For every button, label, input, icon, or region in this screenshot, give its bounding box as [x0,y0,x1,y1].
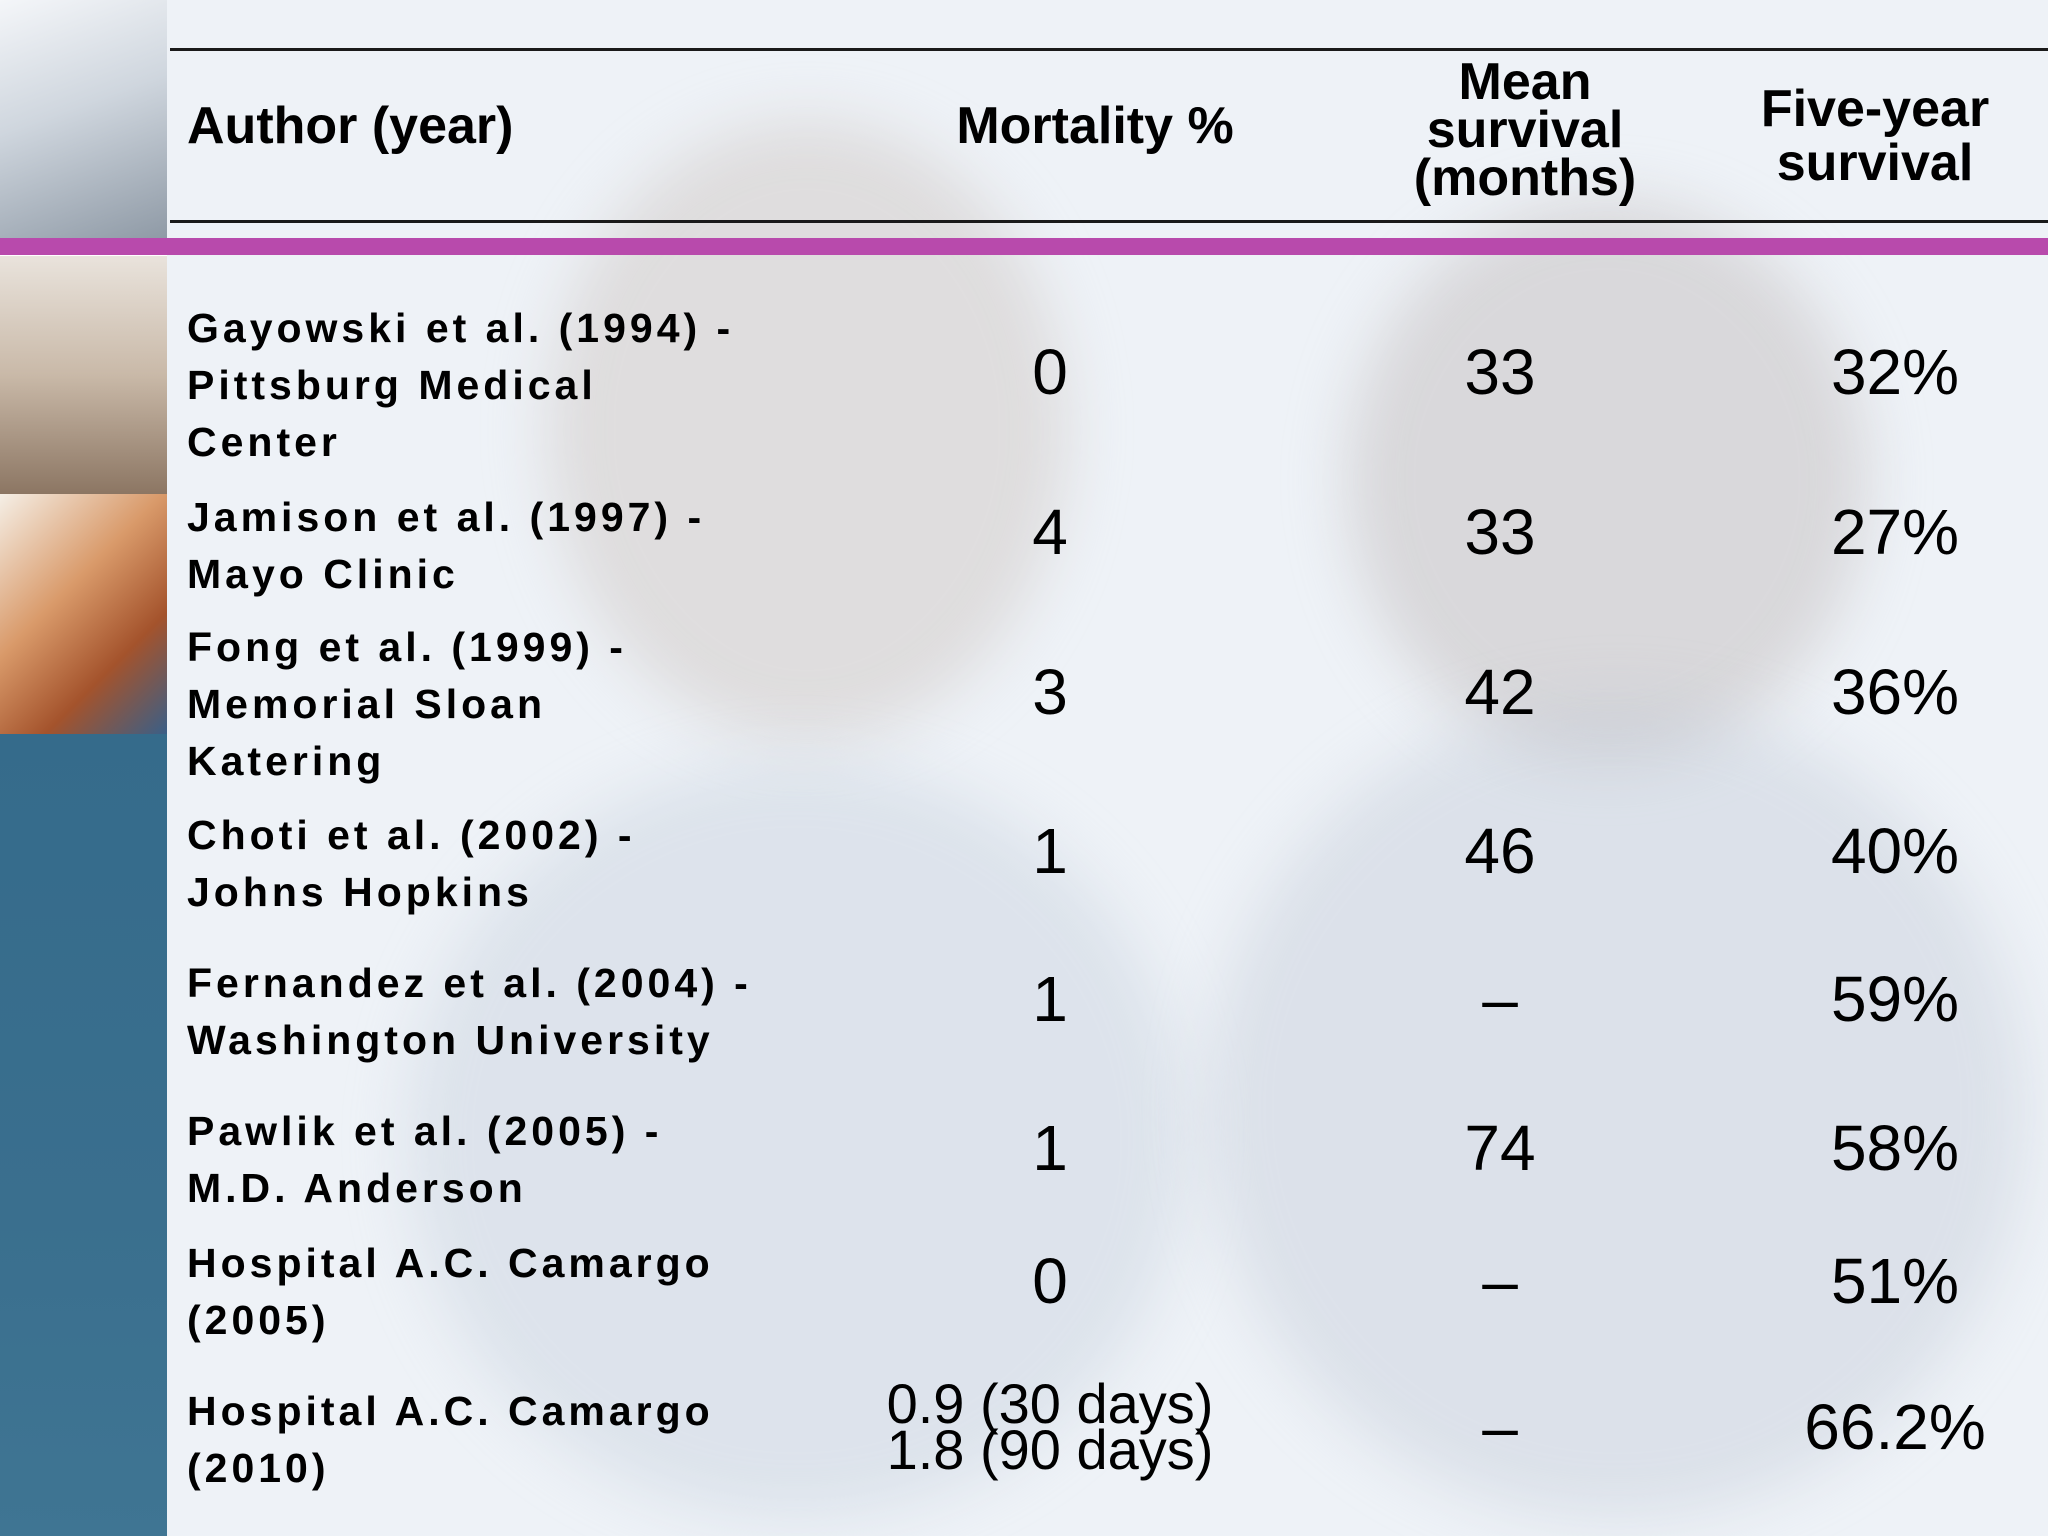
five-year-cell: 58% [1830,1112,1960,1184]
header-bottom-rule [170,220,2048,223]
mean-survival-cell: 46 [1464,815,1536,887]
mean-survival-cell: 33 [1464,336,1536,408]
five-year-cell: 59% [1830,963,1960,1035]
header-mean-survival: Mean survival (months) [1413,53,1637,207]
blood-pressure-photo [0,494,167,734]
table-row-author: Hospital A.C. Camargo (2010) [187,1388,714,1491]
table-row-author: Jamison et al. (1997) - Mayo Clinic [187,494,706,597]
mortality-cell: 4 [1032,496,1068,568]
sidebar-panel [0,734,167,1536]
doctor-photo [0,0,167,238]
five-year-cell: 36% [1830,656,1960,728]
five-year-cell: 32% [1830,336,1960,408]
left-image-strip [0,0,167,1536]
five-year-cell: 66.2% [1804,1391,1986,1463]
mean-survival-cell: 74 [1464,1112,1536,1184]
table-row-author: Hospital A.C. Camargo (2005) [187,1240,714,1343]
table-row-author: Fernandez et al. (2004) - Washington Uni… [187,960,752,1063]
five-year-cell: 51% [1830,1245,1960,1317]
mortality-cell: 1 [1032,815,1068,887]
table-row-author: Fong et al. (1999) - Memorial Sloan Kate… [187,624,627,784]
header-author: Author (year) [187,97,514,155]
accent-bar [0,238,2048,255]
table-row-author: Choti et al. (2002) - Johns Hopkins [187,812,636,915]
mortality-cell: 0 [1032,1245,1068,1317]
header-top-rule [170,48,2048,51]
header-mortality: Mortality % [956,97,1234,155]
five-year-cell: 40% [1830,815,1960,887]
nurse-photo [0,256,167,494]
mortality-cell: 3 [1032,656,1068,728]
header-five-year-survival: Five-year survival [1760,80,1990,192]
mortality-cell: 1 [1032,1112,1068,1184]
mortality-cell: 0.9 (30 days) 1.8 (90 days) [886,1372,1214,1481]
mean-survival-cell: 42 [1464,656,1536,728]
mortality-cell: 1 [1032,963,1068,1035]
five-year-cell: 27% [1830,496,1960,568]
mean-survival-cell: 33 [1464,496,1536,568]
background-photo [167,0,2048,1536]
mean-survival-cell: – [1482,1391,1518,1463]
mortality-cell: 0 [1032,336,1068,408]
table-row-author: Gayowski et al. (1994) - Pittsburg Medic… [187,305,735,465]
mean-survival-cell: – [1482,963,1518,1035]
mean-survival-cell: – [1482,1245,1518,1317]
table-row-author: Pawlik et al. (2005) - M.D. Anderson [187,1108,663,1211]
